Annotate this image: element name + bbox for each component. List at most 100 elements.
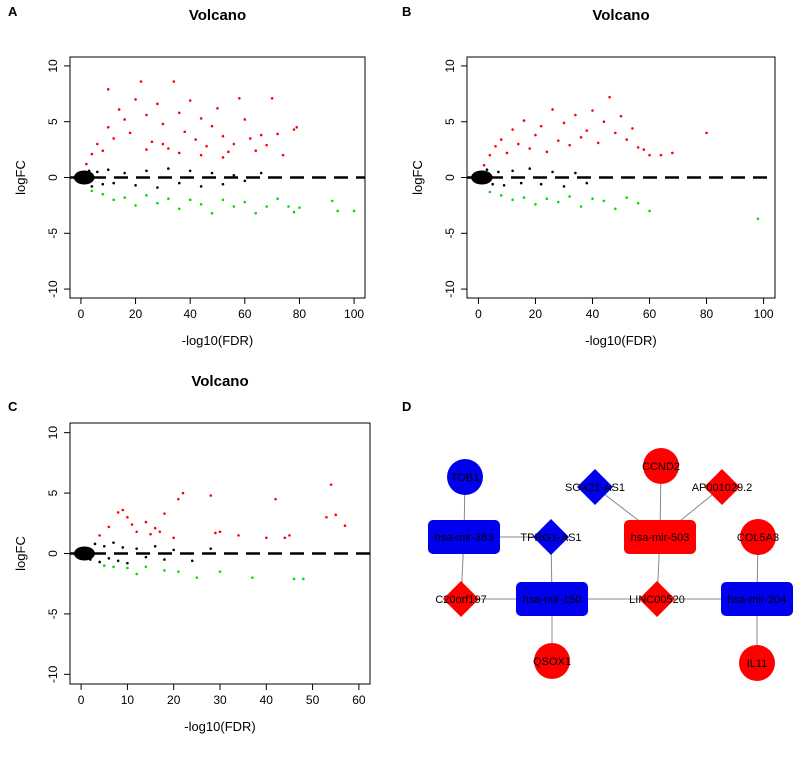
point-up	[98, 534, 101, 537]
point-not-significant	[221, 182, 225, 186]
point-not-significant	[177, 181, 181, 185]
point-down	[112, 565, 115, 569]
point-not-significant	[93, 542, 97, 546]
point-not-significant	[502, 184, 506, 187]
point-up	[602, 120, 606, 124]
y-tick-label: 10	[46, 59, 60, 73]
volcano-plot-a: Volcano 0 20 40 60 80 100 -10 -5 0 5 10 -log10(FDR) l…	[13, 7, 366, 348]
point-up	[642, 148, 646, 151]
y-tick-label: 10	[46, 426, 60, 440]
point-up	[551, 108, 554, 111]
point-down	[102, 564, 106, 567]
point-down	[556, 200, 560, 204]
point-up	[482, 163, 486, 167]
node-il11	[739, 645, 775, 681]
node-tob1-label: TOB1	[451, 472, 480, 484]
point-down	[534, 202, 537, 206]
point-not-significant	[528, 167, 532, 170]
point-down	[251, 576, 254, 579]
x-axis-label: -log10(FDR)	[585, 333, 657, 348]
point-up	[334, 513, 338, 517]
y-axis-label: logFC	[13, 160, 28, 195]
point-down	[602, 199, 606, 203]
point-up	[591, 109, 594, 112]
point-down	[156, 201, 159, 205]
point-down	[579, 205, 583, 208]
x-tick-label: 60	[643, 307, 657, 321]
point-down	[177, 207, 181, 211]
point-down	[134, 204, 137, 207]
point-not-significant	[232, 173, 236, 177]
point-up	[499, 138, 503, 141]
point-up	[134, 98, 137, 101]
point-up	[596, 141, 600, 145]
point-up	[494, 144, 497, 148]
point-not-significant	[190, 559, 194, 563]
point-up	[274, 497, 277, 501]
point-up	[90, 152, 94, 156]
point-up	[625, 138, 629, 141]
dense-cluster	[73, 170, 95, 185]
point-down	[648, 209, 651, 213]
point-down	[195, 576, 199, 579]
point-down	[336, 209, 339, 213]
point-down	[221, 198, 225, 202]
point-up	[149, 532, 152, 536]
node-hsa-mir-150	[516, 582, 588, 616]
node-col5a3	[740, 519, 776, 555]
point-up	[325, 515, 328, 519]
point-down	[218, 570, 222, 573]
point-down	[352, 209, 356, 213]
point-up	[221, 156, 225, 159]
point-up	[343, 524, 347, 528]
point-up	[636, 146, 640, 149]
point-up	[128, 131, 132, 135]
point-down	[135, 572, 138, 576]
point-up	[545, 150, 549, 154]
x-tick-label: 20	[129, 307, 143, 321]
point-up	[96, 142, 99, 146]
node-tprg1-as1	[533, 519, 569, 555]
point-down	[210, 211, 214, 215]
y-tick-label: 5	[443, 118, 457, 125]
point-down	[287, 205, 290, 208]
x-tick-label: 20	[529, 307, 543, 321]
point-up	[265, 143, 268, 147]
point-not-significant	[519, 181, 523, 185]
point-up	[288, 534, 291, 537]
point-up	[556, 139, 560, 142]
network-diagram-d: TOB1 CCND2 SOX21-AS1 AP001029.2 hsa-mir-363 T…	[428, 448, 793, 681]
y-axis-label: logFC	[410, 160, 425, 195]
point-down	[625, 196, 629, 199]
y-tick-label: 0	[443, 174, 457, 181]
point-up	[177, 497, 180, 501]
point-not-significant	[116, 559, 120, 563]
point-not-significant	[243, 179, 247, 183]
point-down	[112, 198, 116, 202]
point-down	[123, 196, 126, 199]
node-hsa-mir-503-label: hsa-mir-503	[631, 532, 690, 544]
point-down	[101, 192, 105, 196]
node-c20orf197	[443, 581, 479, 617]
x-tick-label: 20	[167, 693, 181, 707]
point-up	[139, 80, 143, 83]
point-not-significant	[497, 170, 500, 174]
node-ap001029-2-label: AP001029.2	[692, 482, 753, 494]
point-down	[126, 566, 129, 570]
point-up	[270, 96, 274, 100]
point-not-significant	[106, 168, 110, 171]
plot-title: Volcano	[191, 373, 248, 390]
point-up	[135, 530, 138, 534]
point-not-significant	[188, 169, 192, 173]
node-hsa-mir-363	[428, 520, 500, 554]
panel-letter-b: B	[402, 4, 412, 19]
point-not-significant	[167, 167, 170, 170]
node-il11-label: IL11	[747, 658, 768, 670]
point-not-significant	[112, 541, 115, 544]
point-up	[181, 491, 185, 495]
x-tick-label: 50	[306, 693, 320, 707]
point-up	[172, 536, 176, 540]
point-down	[144, 565, 148, 569]
dense-cluster	[73, 546, 95, 561]
point-up	[163, 512, 166, 515]
